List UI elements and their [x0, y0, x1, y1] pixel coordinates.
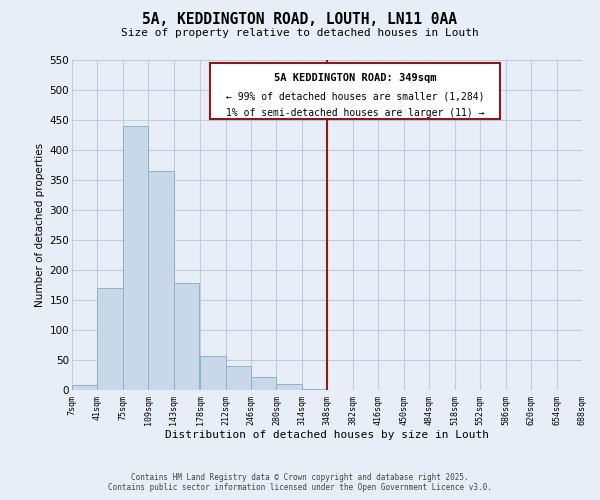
- Bar: [251, 377, 277, 390]
- X-axis label: Distribution of detached houses by size in Louth: Distribution of detached houses by size …: [165, 430, 489, 440]
- Bar: [210, 64, 500, 120]
- Bar: [174, 283, 199, 390]
- Bar: [302, 389, 328, 390]
- Bar: [72, 385, 97, 390]
- Y-axis label: Number of detached properties: Number of detached properties: [35, 143, 46, 307]
- Text: ← 99% of detached houses are smaller (1,284): ← 99% of detached houses are smaller (1,…: [226, 92, 484, 102]
- Bar: [226, 366, 251, 390]
- Bar: [277, 384, 302, 390]
- Bar: [148, 171, 174, 390]
- Bar: [123, 126, 148, 390]
- Text: 5A, KEDDINGTON ROAD, LOUTH, LN11 0AA: 5A, KEDDINGTON ROAD, LOUTH, LN11 0AA: [143, 12, 458, 28]
- Text: 5A KEDDINGTON ROAD: 349sqm: 5A KEDDINGTON ROAD: 349sqm: [274, 73, 436, 83]
- Bar: [200, 356, 226, 390]
- Text: Contains HM Land Registry data © Crown copyright and database right 2025.
Contai: Contains HM Land Registry data © Crown c…: [108, 473, 492, 492]
- Text: Size of property relative to detached houses in Louth: Size of property relative to detached ho…: [121, 28, 479, 38]
- Text: 1% of semi-detached houses are larger (11) →: 1% of semi-detached houses are larger (1…: [226, 108, 484, 118]
- Bar: [97, 288, 123, 390]
